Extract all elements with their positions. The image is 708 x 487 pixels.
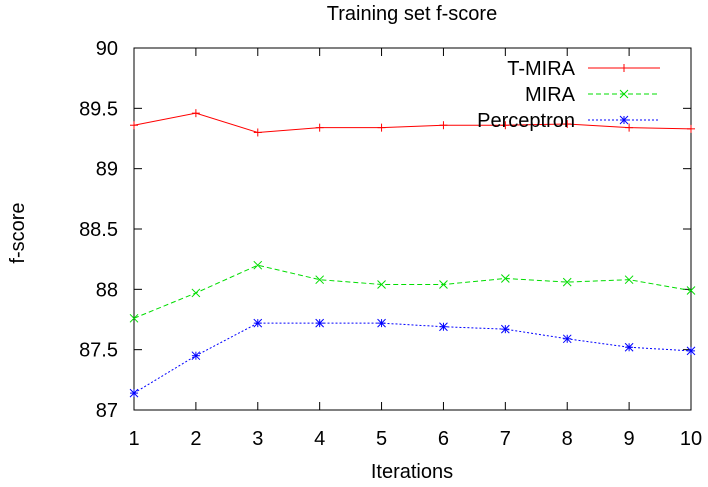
- y-tick-label: 88: [96, 279, 118, 301]
- data-point: [686, 346, 696, 356]
- legend-label: T-MIRA: [507, 58, 575, 80]
- data-point: [129, 313, 139, 323]
- data-point: [500, 324, 510, 334]
- data-point: [315, 123, 324, 132]
- x-tick-label: 7: [500, 428, 511, 450]
- data-point: [253, 128, 262, 137]
- x-tick-label: 6: [438, 428, 449, 450]
- legend-swatch-marker: [620, 64, 628, 72]
- data-point: [687, 124, 695, 133]
- data-point: [253, 318, 263, 328]
- data-point: [191, 109, 200, 118]
- chart-title: Training set f-score: [327, 3, 497, 25]
- x-axis-label: Iterations: [371, 461, 453, 483]
- x-tick-label: 9: [624, 428, 635, 450]
- data-point: [191, 351, 201, 361]
- legend-label: Perceptron: [477, 110, 575, 132]
- x-tick-label: 3: [252, 428, 263, 450]
- data-point: [377, 123, 386, 132]
- data-point: [562, 334, 572, 344]
- x-tick-label: 1: [128, 428, 139, 450]
- data-point: [130, 121, 138, 130]
- series-line: [133, 112, 692, 133]
- data-point: [129, 388, 139, 398]
- data-point: [315, 318, 325, 328]
- x-tick-label: 8: [562, 428, 573, 450]
- x-tick-label: 10: [680, 428, 702, 450]
- series-mira: [129, 260, 696, 323]
- y-tick-label: 87: [96, 400, 118, 422]
- data-point: [439, 322, 448, 332]
- x-tick-label: 5: [376, 428, 387, 450]
- data-point: [563, 120, 572, 129]
- data-point: [562, 277, 572, 287]
- data-point: [253, 260, 263, 270]
- series-perceptron: [129, 318, 696, 398]
- data-point: [501, 121, 510, 130]
- data-point: [191, 288, 201, 298]
- y-tick-label: 87.5: [79, 340, 118, 362]
- data-point: [625, 123, 634, 132]
- data-point: [686, 286, 696, 295]
- data-point: [624, 342, 634, 352]
- data-point: [439, 280, 448, 289]
- y-tick-label: 88.5: [79, 219, 118, 241]
- data-point: [500, 274, 510, 283]
- data-point: [624, 275, 634, 285]
- series-line: [133, 264, 692, 319]
- series-layer: [129, 109, 696, 398]
- legend-swatch-marker: [619, 89, 629, 99]
- data-point: [377, 280, 386, 289]
- y-axis-label: f-score: [7, 202, 29, 263]
- data-point: [377, 318, 386, 328]
- y-tick-label: 89: [96, 159, 118, 181]
- y-tick-label: 90: [96, 38, 118, 60]
- data-point: [315, 275, 325, 285]
- legend-swatch-marker: [619, 115, 629, 125]
- series-t-mira: [130, 109, 695, 137]
- y-tick-label: 89.5: [79, 98, 118, 120]
- x-tick-label: 4: [314, 428, 325, 450]
- legend-label: MIRA: [525, 84, 576, 106]
- x-tick-label: 2: [190, 428, 201, 450]
- series-line: [133, 322, 692, 394]
- legend: T-MIRA MIRA Perceptron: [477, 58, 660, 132]
- data-point: [439, 121, 448, 130]
- plot-frame: [133, 47, 692, 411]
